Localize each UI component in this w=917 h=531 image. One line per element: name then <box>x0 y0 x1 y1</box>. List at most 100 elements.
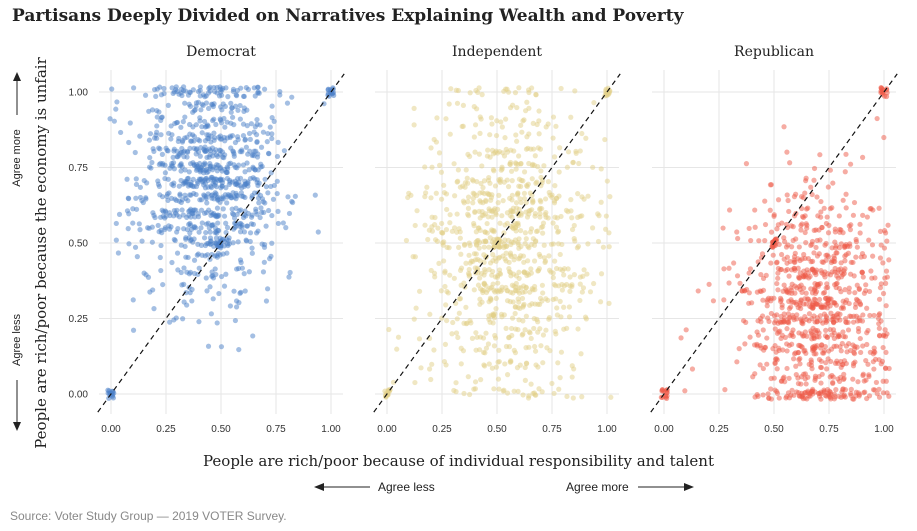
data-point <box>878 85 884 91</box>
data-point <box>550 114 557 120</box>
data-point <box>154 86 160 92</box>
data-point <box>250 151 256 158</box>
data-point <box>831 258 837 264</box>
data-point <box>823 257 829 263</box>
data-point <box>773 318 779 324</box>
data-point <box>467 391 473 398</box>
data-point <box>202 242 209 249</box>
data-point <box>170 154 176 160</box>
data-point <box>233 304 240 310</box>
data-point <box>553 224 560 230</box>
data-point <box>835 360 841 367</box>
data-point <box>268 183 274 190</box>
data-point <box>493 306 499 312</box>
data-point <box>706 281 712 287</box>
data-point <box>486 244 492 250</box>
data-point <box>774 366 780 372</box>
data-point <box>495 359 501 365</box>
data-point <box>179 139 186 145</box>
data-point <box>876 394 883 400</box>
data-point <box>760 365 766 372</box>
data-point <box>511 283 517 289</box>
data-point <box>520 303 526 309</box>
data-point <box>492 255 498 261</box>
data-point <box>811 227 817 233</box>
data-point <box>524 99 530 105</box>
data-point <box>797 300 803 306</box>
data-point <box>115 250 122 256</box>
data-point <box>287 269 293 276</box>
data-point <box>133 176 139 182</box>
data-point <box>480 185 486 191</box>
data-point <box>451 161 457 167</box>
data-point <box>569 363 575 369</box>
data-point <box>116 211 123 217</box>
data-point <box>224 200 230 206</box>
data-point <box>499 124 505 130</box>
data-point <box>477 227 483 234</box>
data-point <box>863 282 869 288</box>
data-point <box>483 330 489 336</box>
data-point <box>848 386 854 392</box>
y-tick-label: 1.00 <box>69 88 89 99</box>
data-point <box>695 288 701 294</box>
data-point <box>460 348 467 354</box>
data-point <box>204 154 210 161</box>
data-point <box>842 169 848 175</box>
data-point <box>883 268 890 274</box>
data-point <box>277 92 283 98</box>
data-point <box>543 210 549 216</box>
data-point <box>689 366 696 372</box>
data-point <box>864 214 870 220</box>
data-point <box>447 220 453 226</box>
data-point <box>493 212 499 218</box>
data-point <box>467 242 473 249</box>
data-point <box>682 388 688 394</box>
data-point <box>851 349 857 356</box>
data-point <box>833 250 839 256</box>
data-point <box>477 275 483 281</box>
data-point <box>428 145 434 151</box>
data-point <box>247 148 253 154</box>
data-point <box>446 245 452 251</box>
data-point <box>514 205 520 211</box>
data-point <box>818 304 824 310</box>
data-point <box>851 199 858 206</box>
data-point <box>195 211 201 217</box>
data-point <box>521 270 528 276</box>
data-point <box>802 296 808 302</box>
data-point <box>520 392 526 398</box>
data-point <box>809 290 816 296</box>
data-point <box>760 327 766 333</box>
data-point <box>831 335 837 342</box>
data-point <box>796 244 802 250</box>
data-point <box>549 380 555 387</box>
data-point <box>236 208 242 214</box>
data-point <box>263 184 269 190</box>
data-point <box>573 150 579 156</box>
data-point <box>809 258 816 264</box>
data-point <box>265 190 271 196</box>
data-point <box>188 237 194 243</box>
x-tick-label: 0.50 <box>487 424 507 435</box>
data-point <box>521 195 528 202</box>
data-point <box>854 318 861 324</box>
data-point <box>784 348 790 354</box>
data-point <box>432 214 438 221</box>
data-point <box>457 267 464 274</box>
data-point <box>883 349 889 356</box>
data-point <box>503 243 509 250</box>
data-point <box>808 286 814 292</box>
data-point <box>795 256 801 262</box>
data-point <box>522 364 528 371</box>
data-point <box>602 136 608 143</box>
data-point <box>768 295 774 302</box>
data-point <box>533 92 539 98</box>
data-point <box>454 100 461 106</box>
data-point <box>839 389 845 395</box>
data-point <box>178 124 184 130</box>
data-point <box>243 144 249 150</box>
data-point <box>496 347 502 353</box>
data-point <box>484 220 490 227</box>
data-point <box>242 182 248 188</box>
